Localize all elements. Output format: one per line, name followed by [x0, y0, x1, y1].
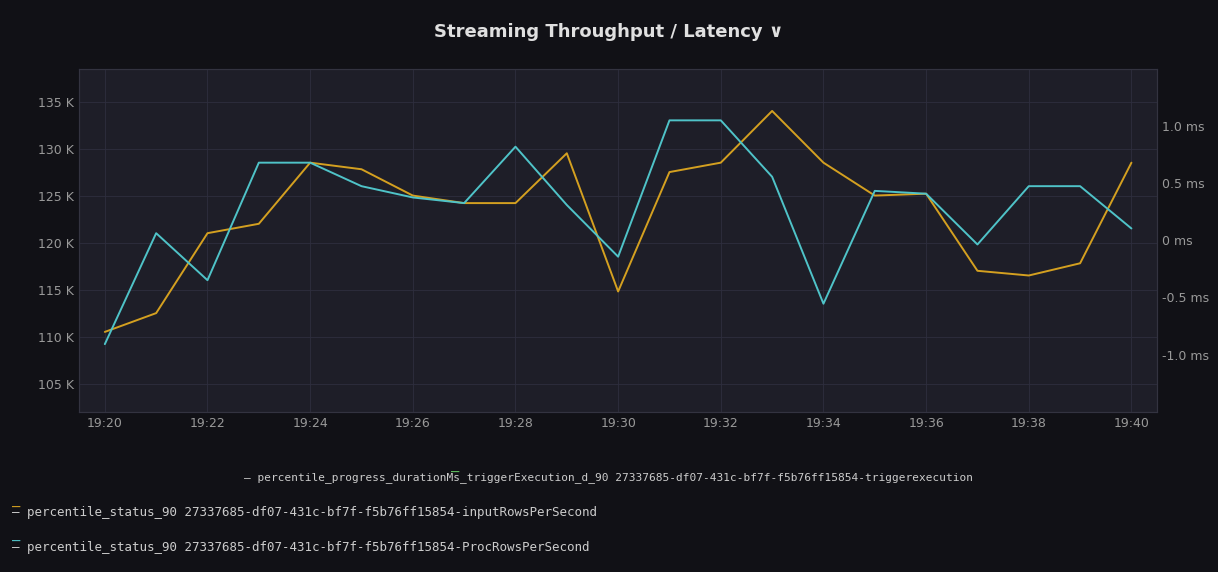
Text: — percentile_progress_durationMs_triggerExecution_d_90 27337685-df07-431c-bf7f-f: — percentile_progress_durationMs_trigger… — [245, 472, 973, 483]
Text: —: — — [12, 535, 21, 549]
Text: — percentile_status_90 27337685-df07-431c-bf7f-f5b76ff15854-ProcRowsPerSecond: — percentile_status_90 27337685-df07-431… — [12, 541, 590, 554]
Text: —: — — [451, 466, 459, 480]
Text: Streaming Throughput / Latency ∨: Streaming Throughput / Latency ∨ — [435, 23, 783, 41]
Text: —: — — [12, 500, 21, 514]
Text: — percentile_status_90 27337685-df07-431c-bf7f-f5b76ff15854-inputRowsPerSecond: — percentile_status_90 27337685-df07-431… — [12, 506, 597, 519]
